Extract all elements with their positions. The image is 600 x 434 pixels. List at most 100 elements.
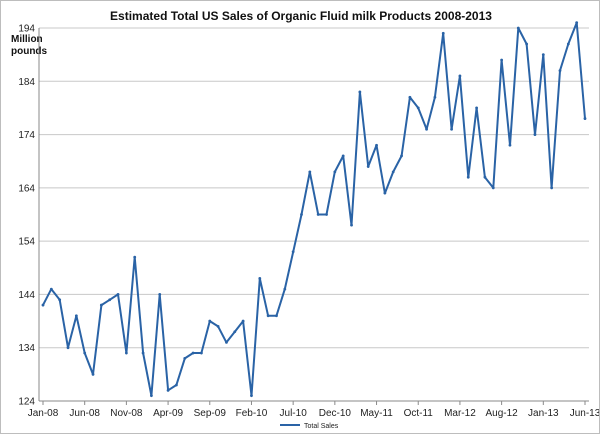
data-point-Feb-13 [550,186,554,190]
series-line-total-sales [42,21,586,397]
y-tick-labels: 124 134 144 154 164 174 184 194 [18,24,35,408]
data-point-Sep-11 [408,95,412,99]
data-point-Jun-08 [83,351,87,355]
data-point-Jun-11 [383,191,387,195]
data-point-Nov-12 [525,42,529,46]
x-tick-label-Apr-09: Apr-09 [153,408,183,419]
data-point-Feb-10 [250,394,253,398]
y-axis-unit-line-1: Million [11,34,43,45]
data-point-Nov-11 [425,127,428,131]
data-point-Apr-08 [66,346,70,350]
data-point-May-09 [175,383,178,387]
data-point-Jun-12 [483,175,487,179]
data-point-Nov-08 [124,351,128,355]
data-point-Oct-08 [116,293,120,296]
data-point-Dec-11 [433,95,437,99]
data-point-Oct-12 [516,26,520,30]
data-point-Apr-12 [466,175,470,179]
data-point-Sep-12 [508,143,512,147]
y-tick-label-134: 134 [18,343,35,354]
data-point-Oct-11 [416,106,420,110]
x-tick-label-Jun-08: Jun-08 [69,408,100,419]
y-tick-label-124: 124 [18,397,35,408]
data-point-Nov-09 [225,340,228,344]
data-point-Dec-12 [533,133,537,136]
y-tick-label-154: 154 [18,237,35,248]
data-point-Oct-10 [316,213,320,216]
data-point-May-11 [375,143,378,147]
y-tick-label-194: 194 [18,24,35,35]
x-tick-label-Jan-13: Jan-13 [528,408,559,419]
x-tick-label-Mar-12: Mar-12 [444,408,476,419]
data-point-Mar-08 [58,298,62,302]
x-tick-label-Jul-10: Jul-10 [280,408,308,419]
data-point-Sep-08 [108,298,112,302]
data-point-Oct-09 [216,325,220,328]
data-point-Jul-09 [191,351,195,355]
x-tick-labels: Jan-08 Jun-08 Nov-08 Apr-09 Sep-09 Feb-10 Jul-… [28,401,599,419]
x-tick-label-Sep-09: Sep-09 [194,408,227,419]
x-tick-label-Feb-10: Feb-10 [236,408,268,419]
data-point-Jan-10 [241,319,245,323]
gridlines [39,27,589,402]
data-point-Dec-09 [233,330,237,334]
y-tick-label-144: 144 [18,290,35,301]
chart-title: Estimated Total US Sales of Organic Flui… [110,9,492,23]
data-point-Jan-08 [41,303,45,307]
legend: Total Sales [280,423,339,430]
data-point-Feb-11 [350,223,353,227]
x-tick-label-Jun-13: Jun-13 [570,408,599,419]
data-point-Aug-11 [400,154,403,158]
data-point-Dec-10 [333,170,337,174]
data-point-May-13 [575,21,579,25]
data-point-Mar-13 [558,69,562,73]
data-point-Mar-10 [258,277,262,280]
data-point-Jan-13 [541,53,545,57]
x-tick-label-Jan-08: Jan-08 [28,408,59,419]
data-point-Jul-11 [391,170,395,174]
data-point-Jan-09 [141,351,145,355]
data-point-Aug-10 [300,213,303,216]
data-point-Feb-12 [450,127,453,131]
data-point-Sep-10 [308,170,312,174]
data-point-Jan-12 [441,31,445,35]
data-point-Nov-10 [325,213,328,216]
data-point-Jun-09 [183,356,187,360]
x-tick-label-Aug-12: Aug-12 [485,408,518,419]
data-point-Aug-12 [500,58,504,62]
x-tick-label-Oct-11: Oct-11 [404,408,434,419]
data-point-Mar-11 [358,90,362,94]
data-point-Jul-12 [491,186,495,190]
data-point-Jul-08 [91,372,95,376]
data-point-Mar-09 [158,293,162,296]
data-point-Feb-09 [150,394,153,398]
legend-label-total-sales: Total Sales [304,423,339,430]
data-point-Apr-09 [166,388,170,392]
data-point-Aug-09 [200,351,203,355]
data-point-Jun-10 [283,287,287,291]
y-tick-label-184: 184 [18,77,35,88]
data-point-Apr-11 [366,165,370,168]
x-tick-label-Nov-08: Nov-08 [110,408,143,419]
data-point-Apr-13 [566,42,570,46]
axes [38,28,589,402]
x-tick-label-May-11: May-11 [360,408,393,419]
data-point-May-12 [475,106,478,110]
y-tick-label-164: 164 [18,183,35,194]
data-point-Aug-08 [99,303,103,307]
data-point-May-10 [275,314,278,318]
data-point-Dec-08 [133,255,137,259]
data-point-Apr-10 [266,314,270,318]
data-point-Jul-10 [291,250,295,254]
y-axis-unit-line-2: pounds [11,46,48,57]
series-lines [41,21,587,398]
data-point-Feb-08 [49,287,53,291]
data-point-Mar-12 [458,74,462,78]
data-point-May-08 [74,314,78,318]
data-point-Jun-13 [583,117,587,120]
data-point-Sep-09 [208,319,212,323]
y-tick-label-174: 174 [18,130,35,141]
data-point-Jan-11 [341,154,345,158]
